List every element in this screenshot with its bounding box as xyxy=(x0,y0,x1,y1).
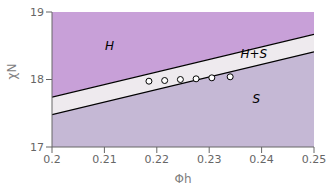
svg-text:χN: χN xyxy=(8,64,19,80)
svg-text:0.23: 0.23 xyxy=(197,153,222,166)
svg-text:0.2: 0.2 xyxy=(43,153,61,166)
svg-text:H+S: H+S xyxy=(240,47,267,61)
svg-text:0.22: 0.22 xyxy=(145,153,170,166)
svg-text:18: 18 xyxy=(30,73,44,86)
svg-text:S: S xyxy=(253,92,261,106)
svg-text:19: 19 xyxy=(30,6,44,19)
svg-text:Φh: Φh xyxy=(174,172,191,186)
svg-text:0.25: 0.25 xyxy=(302,153,324,166)
svg-text:H: H xyxy=(105,39,114,53)
svg-text:17: 17 xyxy=(30,141,44,154)
svg-text:0.24: 0.24 xyxy=(249,153,274,166)
svg-text:0.21: 0.21 xyxy=(92,153,117,166)
